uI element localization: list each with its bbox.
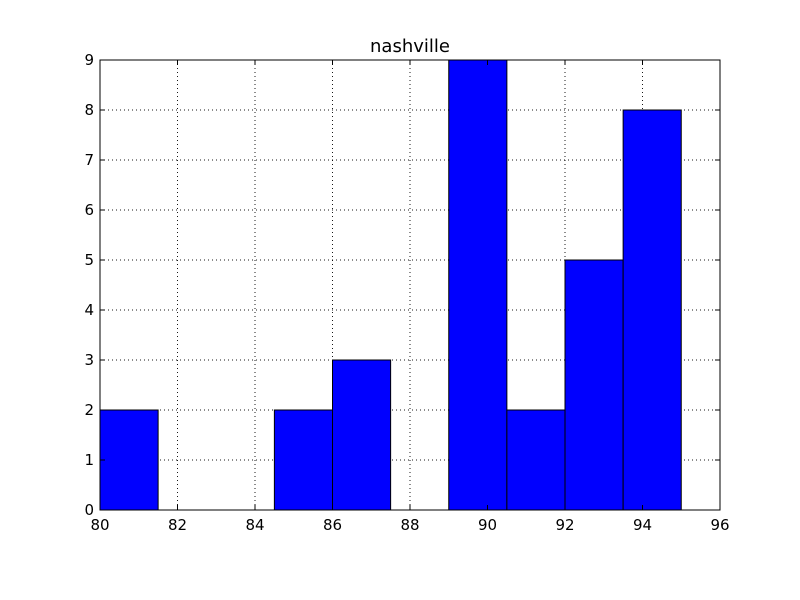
x-tick-label: 92 — [555, 516, 574, 534]
x-tick-label: 80 — [90, 516, 109, 534]
axis-ticks — [99, 59, 721, 511]
x-tick-label: 86 — [323, 516, 342, 534]
x-tick-label: 82 — [168, 516, 187, 534]
histogram-bar — [273, 409, 333, 511]
y-tick-label: 1 — [84, 451, 94, 469]
y-tick-label: 7 — [84, 151, 94, 169]
histogram-bar — [506, 409, 566, 511]
histogram-bar — [332, 359, 392, 511]
x-tick-label: 96 — [710, 516, 729, 534]
y-tick-label: 8 — [84, 101, 94, 119]
y-tick-label: 5 — [84, 251, 94, 269]
x-tick-label: 84 — [245, 516, 264, 534]
y-tick-label: 2 — [84, 401, 94, 419]
histogram-bar — [564, 259, 624, 511]
x-tick-label: 94 — [633, 516, 652, 534]
y-tick-label: 4 — [84, 301, 94, 319]
axis-tick-labels: 80 82 84 86 88 90 92 94 96 0 1 2 3 4 5 6 7 8 9 — [84, 51, 729, 534]
x-tick-label: 90 — [478, 516, 497, 534]
y-tick-label: 9 — [84, 51, 94, 69]
x-tick-label: 88 — [400, 516, 419, 534]
y-tick-label: 6 — [84, 201, 94, 219]
y-tick-label: 0 — [84, 501, 94, 519]
histogram-bar — [99, 409, 159, 511]
histogram-bar — [622, 109, 682, 511]
histogram-bars — [99, 59, 682, 511]
chart-title: nashville — [370, 36, 450, 57]
y-tick-label: 3 — [84, 351, 94, 369]
histogram-bar — [448, 59, 508, 511]
